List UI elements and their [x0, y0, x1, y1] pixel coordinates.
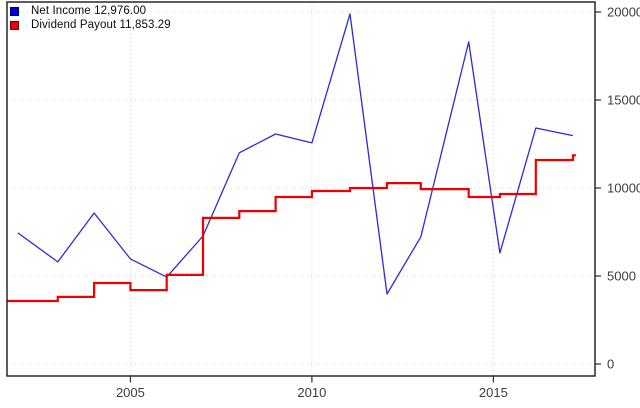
x-tick-label: 2010	[297, 385, 327, 400]
y-tick-label: 5000	[607, 268, 636, 284]
y-tick-label: 15000	[607, 92, 640, 108]
y-tick-label: 0	[607, 356, 615, 372]
net-income-line	[17, 13, 574, 295]
x-tick-label: 2005	[115, 385, 145, 400]
net-income-legend-label: Net Income 12,976.00	[31, 5, 147, 17]
plot-border	[6, 1, 596, 377]
legend-item-dividend-payout: Dividend Payout 11,853.29	[9, 18, 171, 32]
net-income-swatch-icon	[10, 6, 19, 16]
legend: Net Income 12,976.00 Dividend Payout 11,…	[9, 4, 171, 32]
legend-item-net-income: Net Income 12,976.00	[9, 4, 171, 18]
y-tick-label: 20000	[607, 4, 640, 20]
x-tick-label: 2015	[478, 385, 508, 400]
dividend-payout-step-line	[7, 154, 576, 303]
dividend-payout-legend-label: Dividend Payout 11,853.29	[31, 19, 171, 31]
y-tick-label: 10000	[607, 180, 640, 196]
dividend-payout-swatch-icon	[10, 20, 19, 30]
